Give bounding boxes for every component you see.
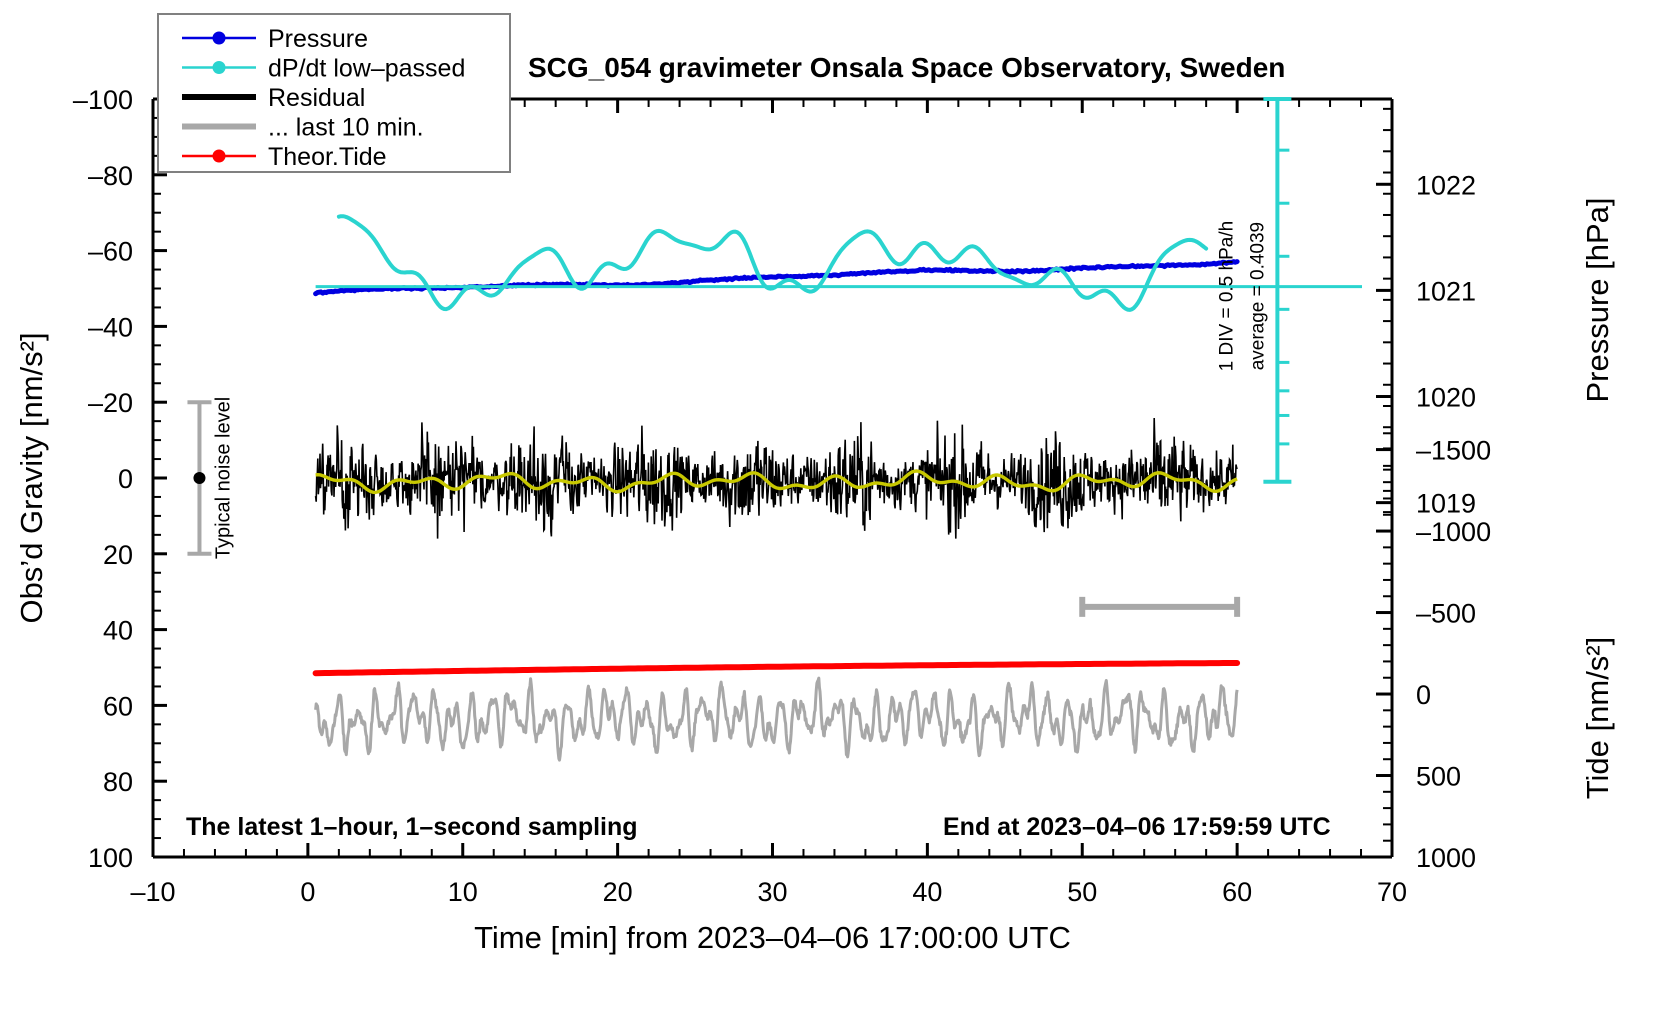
tide-tick-label: 0: [1416, 680, 1431, 710]
pressure-axis-title: Pressure [hPa]: [1580, 197, 1615, 402]
legend-item-4[interactable]: Theor.Tide: [182, 143, 387, 171]
y-tick-label: 100: [88, 843, 133, 873]
noise-bar-center-dot: [193, 472, 206, 484]
x-tick-label: 60: [1222, 877, 1252, 907]
x-tick-label: 0: [300, 877, 315, 907]
x-tick-label: 40: [912, 877, 942, 907]
chart-title: SCG_054 gravimeter Onsala Space Observat…: [528, 52, 1286, 83]
legend-item-label: dP/dt low–passed: [268, 55, 465, 83]
y-tick-label: –80: [88, 161, 133, 191]
legend-swatch-marker: [212, 61, 226, 74]
y-tick-label: –40: [88, 312, 133, 342]
pressure-tick-label: 1022: [1416, 170, 1476, 200]
x-axis-title: Time [min] from 2023–04–06 17:00:00 UTC: [474, 920, 1071, 955]
legend-item-3[interactable]: ... last 10 min.: [182, 114, 424, 142]
y-tick-label: –20: [88, 388, 133, 418]
legend-item-1[interactable]: dP/dt low–passed: [182, 55, 465, 83]
x-tick-label: 30: [757, 877, 787, 907]
tide-tick-label: –1000: [1416, 517, 1491, 547]
pressure-scale-div-label: 1 DIV = 0.5 hPa/h: [1216, 221, 1237, 372]
series-pressure: [313, 259, 1240, 297]
legend-item-label: ... last 10 min.: [268, 114, 424, 142]
legend-swatch-marker: [212, 149, 226, 163]
legend-item-label: Residual: [268, 84, 365, 112]
pressure-tick-label: 1021: [1416, 276, 1476, 306]
pressure-tick-label: 1020: [1416, 383, 1476, 413]
noise-level-label: Typical noise level: [212, 397, 234, 559]
pressure-tick-label: 1019: [1416, 489, 1476, 519]
y-tick-label: –100: [73, 85, 133, 115]
footer-right-text: End at 2023–04–06 17:59:59 UTC: [943, 813, 1331, 841]
y-tick-label: 20: [103, 540, 133, 570]
series-last10min: [314, 676, 1239, 762]
last10min-range-bar: [1079, 596, 1241, 617]
y-tick-label: 80: [103, 767, 133, 797]
y-tick-label: 60: [103, 691, 133, 721]
tide-tick-label: 500: [1416, 762, 1461, 792]
legend-item-label: Pressure: [268, 25, 368, 53]
legend-item-0[interactable]: Pressure: [182, 25, 368, 53]
series-residual-smoothed: [315, 469, 1238, 495]
legend-swatch-marker: [212, 31, 226, 45]
legend-panel: [158, 14, 510, 172]
pressure-rate-scale-bar: 1 DIV = 0.5 hPa/h average = 0.4039: [1216, 97, 1292, 484]
x-tick-label: 10: [448, 877, 478, 907]
tide-tick-label: –1500: [1416, 436, 1491, 466]
tide-axis-title: Tide [nm/s²]: [1580, 637, 1615, 800]
series-dpdt: [336, 214, 1209, 312]
typical-noise-level-marker: Typical noise level: [187, 397, 234, 559]
series-theor-tide: [312, 660, 1241, 677]
x-tick-label: 70: [1377, 877, 1407, 907]
footer-left-text: The latest 1–hour, 1–second sampling: [186, 813, 638, 841]
y-tick-label: 0: [118, 464, 133, 494]
legend-item-label: Theor.Tide: [268, 143, 387, 171]
tide-tick-label: –500: [1416, 599, 1476, 629]
x-tick-label: 50: [1067, 877, 1097, 907]
series-residual: [314, 417, 1238, 539]
y-tick-label: –60: [88, 237, 133, 267]
y-tick-label: 40: [103, 616, 133, 646]
tide-tick-label: 1000: [1416, 843, 1476, 873]
x-tick-label: –10: [130, 877, 175, 907]
x-tick-label: 20: [603, 877, 633, 907]
pressure-scale-average-label: average = 0.4039: [1247, 222, 1268, 370]
legend-item-2[interactable]: Residual: [182, 84, 365, 112]
y-axis-title: Obs’d Gravity [nm/s²]: [14, 332, 49, 623]
